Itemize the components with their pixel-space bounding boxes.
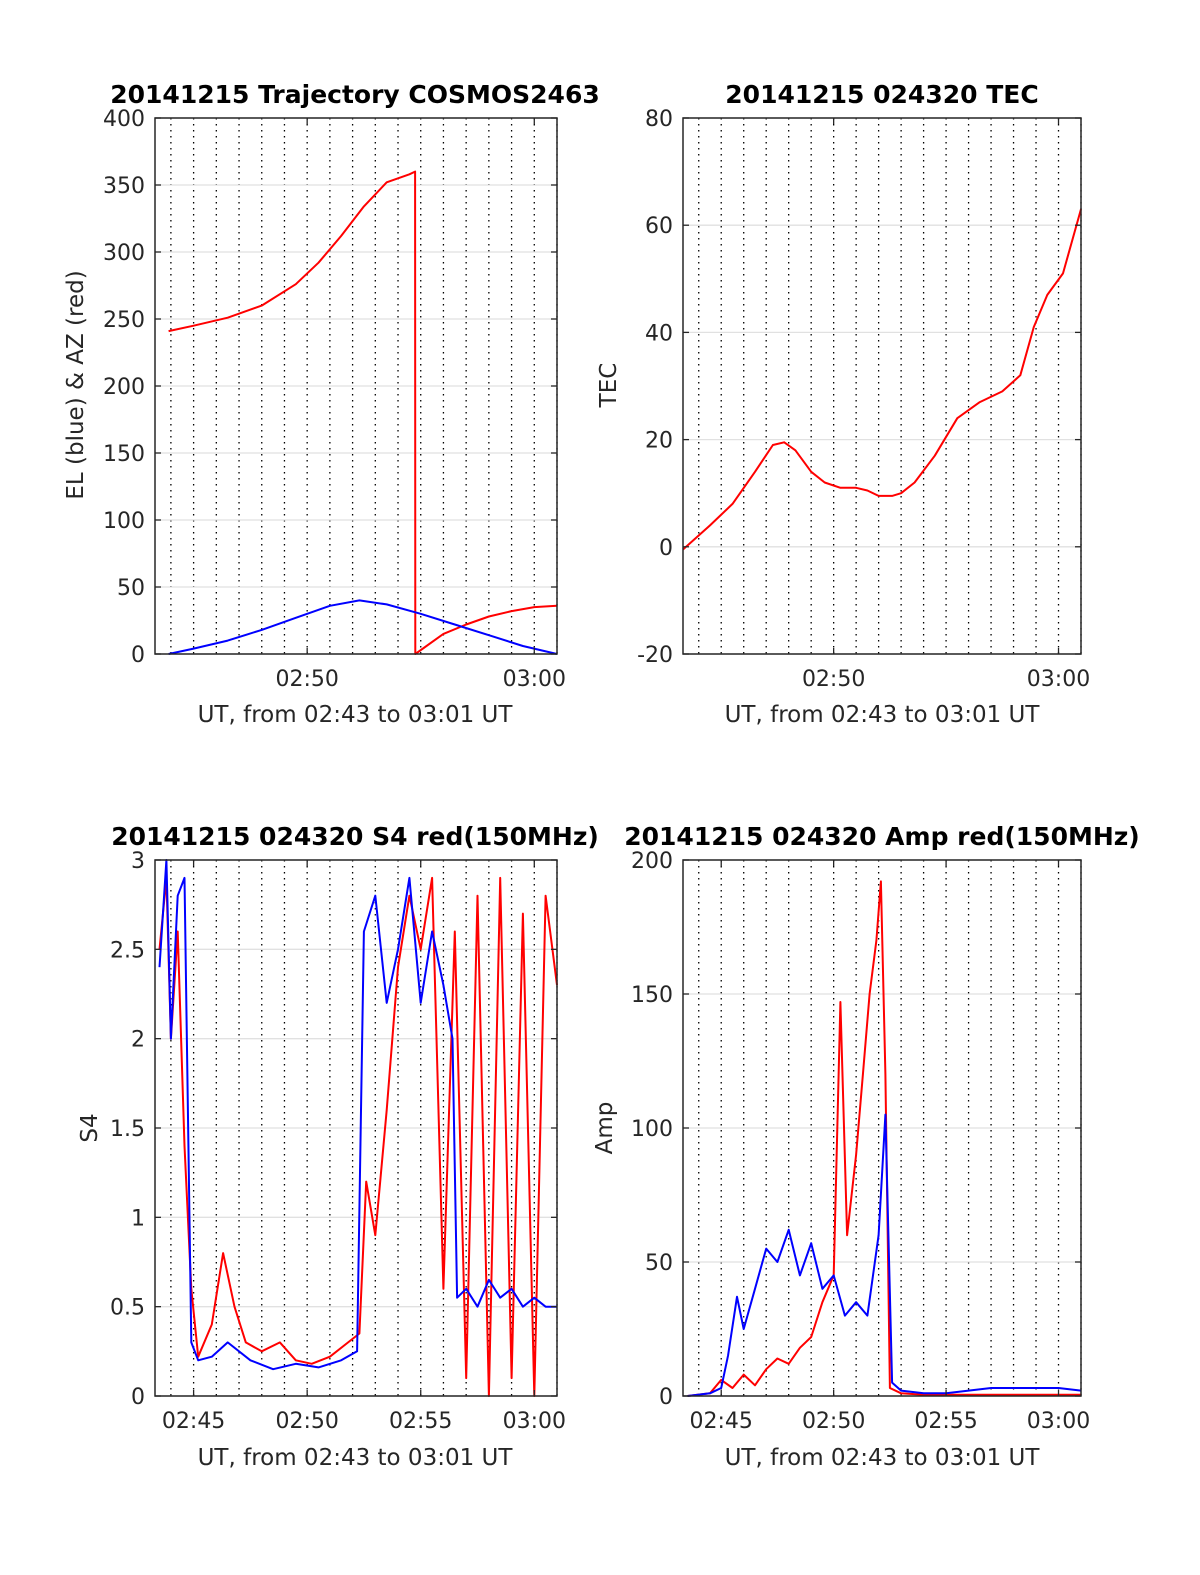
series-line-blue (168, 599, 558, 655)
x-axis-label: UT, from 02:43 to 03:01 UT (198, 1445, 514, 1471)
y-tick-label: 0 (131, 1385, 145, 1410)
y-tick-label: 200 (631, 849, 673, 874)
panel-title: 20141215 024320 TEC (725, 80, 1038, 109)
panel-amp: 20141215 024320 Amp red(150MHz) UT, from… (592, 822, 1140, 1471)
y-tick-label: 0 (659, 536, 673, 561)
ticks: 0 50 100 150 200 250 300 350 400 02:50 03:00 (103, 107, 566, 692)
series-line-red (682, 208, 1082, 551)
panel-s4: 20141215 024320 S4 red(150MHz) UT, from … (77, 822, 599, 1471)
y-tick-label: 2 (131, 1028, 145, 1053)
y-tick-label: 100 (103, 509, 145, 534)
y-tick-label: 1.5 (110, 1117, 145, 1142)
grid (155, 859, 558, 1397)
x-tick-label: 02:55 (389, 1409, 452, 1434)
y-tick-label: 3 (131, 849, 145, 874)
panel-title: 20141215 Trajectory COSMOS2463 (110, 80, 600, 109)
y-tick-label: 1 (131, 1206, 145, 1231)
x-tick-label: 03:00 (1027, 667, 1090, 692)
y-tick-label: 2.5 (110, 938, 145, 963)
axes-frame (682, 117, 1082, 655)
y-tick-label: 400 (103, 107, 145, 132)
x-tick-label: 02:50 (275, 667, 338, 692)
x-tick-label: 02:45 (690, 1409, 753, 1434)
y-tick-label: 60 (645, 214, 673, 239)
y-tick-label: 20 (645, 429, 673, 454)
y-tick-label: 250 (103, 308, 145, 333)
x-tick-label: 03:00 (503, 1409, 566, 1434)
y-tick-label: 100 (631, 1117, 673, 1142)
ticks: -20 0 20 40 60 80 02:50 03:00 (637, 107, 1090, 692)
panel-tec: 20141215 024320 TEC UT, from 02:43 to 03… (596, 80, 1090, 728)
x-tick-label: 02:50 (802, 1409, 865, 1434)
y-tick-label: 0 (659, 1385, 673, 1410)
y-tick-label: 50 (645, 1251, 673, 1276)
series-group (158, 859, 558, 1397)
x-tick-label: 02:50 (275, 1409, 338, 1434)
y-axis-label: Amp (592, 1102, 618, 1155)
y-tick-label: 150 (631, 983, 673, 1008)
y-tick-label: 50 (117, 576, 145, 601)
x-tick-label: 02:50 (802, 667, 865, 692)
series-group (682, 208, 1082, 551)
y-tick-label: 0 (131, 643, 145, 668)
series-group (687, 880, 1082, 1397)
x-axis-label: UT, from 02:43 to 03:01 UT (198, 702, 514, 728)
series-line-red (158, 876, 558, 1397)
y-tick-label: 40 (645, 321, 673, 346)
grid (155, 117, 558, 655)
x-tick-label: 03:00 (503, 667, 566, 692)
series-line-red (687, 880, 1081, 1397)
y-tick-label: 300 (103, 241, 145, 266)
x-tick-label: 03:00 (1027, 1409, 1090, 1434)
y-axis-label: S4 (77, 1113, 103, 1142)
panel-title: 20141215 024320 Amp red(150MHz) (624, 822, 1140, 851)
y-tick-label: 0.5 (110, 1296, 145, 1321)
grid (683, 117, 1082, 655)
y-tick-label: -20 (637, 643, 673, 668)
series-line-blue (158, 859, 557, 1371)
series-line-blue (687, 1113, 1082, 1397)
series-line-red (168, 170, 558, 655)
ticks: 0 0.5 1 1.5 2 2.5 3 02:45 02:50 02:55 03:00 (110, 849, 566, 1434)
y-tick-label: 80 (645, 107, 673, 132)
y-axis-label: EL (blue) & AZ (red) (63, 270, 89, 499)
y-tick-label: 350 (103, 174, 145, 199)
panel-trajectory: 20141215 Trajectory COSMOS2463 UT, from … (63, 80, 600, 728)
y-tick-label: 150 (103, 442, 145, 467)
x-tick-label: 02:45 (162, 1409, 225, 1434)
x-tick-label: 02:55 (914, 1409, 977, 1434)
y-tick-label: 200 (103, 375, 145, 400)
ticks: 0 50 100 150 200 02:45 02:50 02:55 03:00 (631, 849, 1090, 1434)
x-axis-label: UT, from 02:43 to 03:01 UT (725, 702, 1041, 728)
y-axis-label: TEC (596, 363, 622, 409)
panel-title: 20141215 024320 S4 red(150MHz) (111, 822, 599, 851)
x-axis-label: UT, from 02:43 to 03:01 UT (725, 1445, 1041, 1471)
series-group (168, 170, 558, 655)
